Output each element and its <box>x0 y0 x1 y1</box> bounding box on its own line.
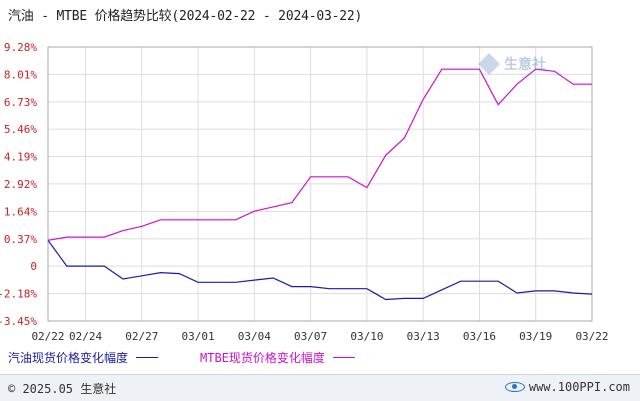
chart-plot: 9.28% 8.01% 6.73% 5.46% 4.19% 2.92% 1.64% 0.37%… <box>0 41 609 343</box>
series-line-gasoline <box>47 239 593 301</box>
legend-mtbe-label: MTBE现货价格变化幅度 <box>200 351 325 365</box>
legend-gasoline-label: 汽油现货价格变化幅度 <box>8 351 129 365</box>
y-tick-label: 2.92% <box>4 178 37 191</box>
logo-icon <box>478 53 500 75</box>
y-tick-label: 6.73% <box>4 96 37 109</box>
y-tick-label: 8.01% <box>4 68 37 81</box>
x-tick-label: 03/10 <box>350 330 383 343</box>
legend-gasoline: 汽油现货价格变化幅度 <box>8 349 159 366</box>
footer-copyright: © 2025.05 生意社 <box>8 382 117 396</box>
x-tick-label: 03/16 <box>463 330 496 343</box>
watermark-logo: 生意社 <box>478 53 546 75</box>
chart-title: 汽油 - MTBE 价格趋势比较(2024-02-22 - 2024-03-22… <box>8 9 363 24</box>
x-tick-label: 03/13 <box>407 330 440 343</box>
x-tick-label: 02/24 <box>69 330 102 343</box>
y-tick-label: 9.28% <box>4 41 37 54</box>
legend-gasoline-swatch <box>136 357 159 358</box>
x-axis-ticks: 02/22 02/24 02/27 03/01 03/04 03/07 03/10 03/13… <box>31 330 608 343</box>
footer-bar: © 2025.05 生意社 www.100PPI.com <box>0 374 640 401</box>
y-tick-label: -2.18% <box>0 288 37 301</box>
axes <box>47 46 593 322</box>
footer-website-link[interactable]: www.100PPI.com <box>504 380 630 394</box>
y-tick-label: 0.37% <box>4 233 37 246</box>
x-tick-label: 02/27 <box>125 330 158 343</box>
legend-mtbe: MTBE现货价格变化幅度 <box>200 349 355 366</box>
legend-mtbe-swatch <box>332 357 355 358</box>
y-tick-label: 5.46% <box>4 123 37 136</box>
plot-frame <box>47 46 593 322</box>
x-tick-label: 03/04 <box>238 330 271 343</box>
footer-website-text: www.100PPI.com <box>528 380 630 394</box>
x-tick-label: 02/22 <box>31 330 64 343</box>
y-tick-label: 0 <box>30 260 37 273</box>
y-tick-label: 4.19% <box>4 151 37 164</box>
series-line-mtbe <box>47 68 592 241</box>
y-tick-label: -3.45% <box>0 315 37 328</box>
x-tick-label: 03/07 <box>294 330 327 343</box>
series-lines <box>47 68 593 301</box>
x-tick-label: 03/19 <box>519 330 552 343</box>
y-axis-ticks: 9.28% 8.01% 6.73% 5.46% 4.19% 2.92% 1.64% 0.37%… <box>0 41 37 328</box>
y-tick-label: 1.64% <box>4 205 37 218</box>
x-tick-label: 03/01 <box>182 330 215 343</box>
grid-lines <box>47 46 593 322</box>
eye-icon <box>504 382 525 392</box>
x-tick-label: 03/22 <box>575 330 608 343</box>
watermark-text: 生意社 <box>504 57 546 73</box>
